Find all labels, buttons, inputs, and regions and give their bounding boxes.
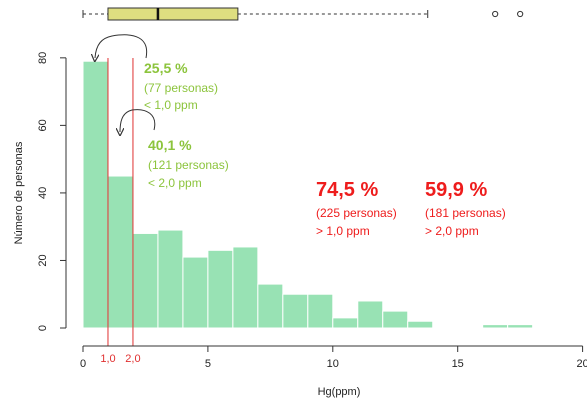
boxplot-outlier-1 (517, 10, 524, 18)
annotation-below-1-pct: 25,5 % (144, 60, 188, 76)
y-tick-label-1: 20 (37, 254, 49, 266)
reference-line-label-0: 1,0 (100, 353, 115, 365)
x-tick-label-3: 15 (452, 358, 464, 370)
annotation-below-1-count: (77 personas) (144, 81, 218, 95)
histogram-bar-12 (382, 310, 409, 329)
y-axis-title: Número de personas (13, 141, 25, 244)
histogram-bar-17 (507, 324, 534, 329)
x-tick-label-2: 10 (327, 358, 339, 370)
x-tick-label-0: 0 (80, 358, 86, 370)
x-tick-label-1: 5 (205, 358, 211, 370)
annotation-above-2: 59,9 % (181 personas) > 2,0 ppm (425, 179, 506, 238)
annotation-above-1-threshold: > 1,0 ppm (316, 224, 370, 238)
annotation-above-2-count: (181 personas) (425, 206, 506, 220)
arrow-below-2 (120, 109, 156, 132)
reference-lines: 1,0 2,0 (100, 58, 141, 365)
annotation-below-2-threshold: < 2,0 ppm (148, 176, 202, 190)
annotation-above-2-threshold: > 2,0 ppm (425, 224, 479, 238)
boxplot (82, 7, 524, 21)
histogram-bar-2 (132, 232, 159, 329)
axes: 0 20 40 60 80 0 5 10 15 20 (37, 52, 587, 370)
histogram-bar-0 (82, 60, 109, 329)
histogram-bar-11 (357, 300, 384, 329)
histogram-bar-10 (332, 317, 359, 329)
annotation-above-2-pct: 59,9 % (425, 179, 487, 201)
x-tick-label-4: 20 (576, 358, 587, 370)
histogram-bar-8 (282, 293, 309, 329)
histogram-bar-4 (182, 256, 209, 329)
annotation-below-1-threshold: < 1,0 ppm (144, 98, 198, 112)
histogram-bar-1 (107, 175, 134, 329)
histogram-bar-13 (407, 320, 434, 329)
y-tick-label-2: 40 (37, 187, 49, 199)
reference-line-label-1: 2,0 (125, 353, 140, 365)
y-tick-label-4: 80 (37, 52, 49, 64)
histogram-bar-3 (157, 229, 184, 329)
x-axis-title: Hg(ppm) (318, 386, 361, 398)
boxplot-outlier-0 (492, 10, 499, 18)
histogram-bar-6 (232, 246, 259, 329)
annotation-below-2-count: (121 personas) (148, 158, 229, 172)
histogram-bars (82, 60, 534, 329)
histogram-bar-7 (257, 283, 284, 329)
annotation-below-2-pct: 40,1 % (148, 137, 192, 153)
histogram-bar-9 (307, 293, 334, 329)
annotation-above-1-count: (225 personas) (316, 206, 397, 220)
y-tick-label-0: 0 (37, 325, 49, 331)
annotation-above-1: 74,5 % (225 personas) > 1,0 ppm (316, 179, 397, 238)
annotation-above-1-pct: 74,5 % (316, 179, 378, 201)
histogram-bar-5 (207, 249, 234, 329)
boxplot-box (107, 7, 239, 21)
y-tick-label-3: 60 (37, 119, 49, 131)
annotation-below-1: 25,5 % (77 personas) < 1,0 ppm (144, 60, 218, 112)
annotation-below-2: 40,1 % (121 personas) < 2,0 ppm (148, 137, 229, 190)
histogram-bar-16 (482, 324, 509, 329)
arrow-below-1 (95, 34, 148, 58)
